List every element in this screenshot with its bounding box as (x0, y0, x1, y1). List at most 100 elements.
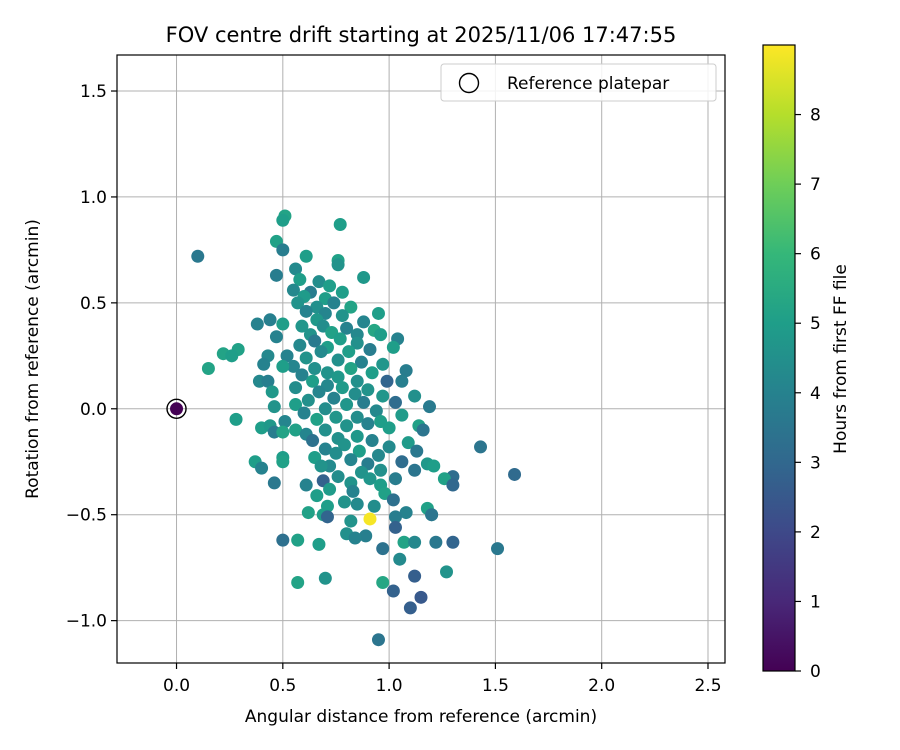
legend: Reference platepar (440, 63, 717, 102)
y-tick-label: 0.5 (80, 294, 107, 314)
data-point (320, 510, 334, 524)
x-axis-ticks: 0.0 0.5 1.0 1.5 2.0 2.5 (163, 663, 722, 696)
data-point (386, 493, 400, 507)
data-point (331, 258, 345, 272)
data-point (250, 317, 264, 331)
data-point (350, 429, 364, 443)
data-point (297, 406, 311, 420)
data-point (348, 387, 362, 401)
data-point (371, 633, 385, 647)
data-point (267, 400, 281, 414)
y-tick-label: 1.5 (80, 82, 107, 102)
data-point (318, 423, 332, 437)
data-point (327, 391, 341, 405)
data-point (308, 334, 322, 348)
data-point (376, 389, 390, 403)
data-point (410, 444, 424, 458)
data-point (337, 438, 351, 452)
data-point (340, 321, 354, 335)
colorbar: 0 1 2 3 4 5 6 7 8 Hours from first FF file (762, 44, 851, 682)
data-point (446, 478, 460, 492)
colorbar-tick-label: 0 (810, 662, 821, 682)
data-point (416, 423, 430, 437)
data-point (289, 262, 303, 276)
data-point (310, 412, 324, 426)
y-axis-ticks: −1.0 −0.5 0.0 0.5 1.0 1.5 (66, 82, 117, 632)
data-point (331, 470, 345, 484)
legend-entry-reference-platepar: Reference platepar (507, 74, 669, 94)
legend-box (440, 63, 717, 102)
data-point (388, 520, 402, 534)
data-point (280, 349, 294, 363)
data-point (269, 268, 283, 282)
reference-point (170, 402, 184, 416)
data-point (365, 434, 379, 448)
data-point (261, 374, 275, 388)
data-point (286, 283, 300, 297)
scatter-points (191, 209, 522, 647)
data-point (314, 459, 328, 473)
data-point (337, 495, 351, 509)
x-tick-label: 1.0 (376, 676, 403, 696)
data-point (427, 459, 441, 473)
colorbar-gradient (762, 44, 796, 672)
data-point (318, 442, 332, 456)
x-tick-label: 2.0 (588, 676, 615, 696)
data-point (376, 542, 390, 556)
data-point (376, 575, 390, 589)
data-point (376, 357, 390, 371)
grid (117, 55, 725, 663)
data-point (429, 535, 443, 549)
data-point (331, 370, 345, 384)
data-point (335, 309, 349, 323)
data-point (312, 385, 326, 399)
data-point (491, 542, 505, 556)
data-point (295, 368, 309, 382)
reference-ring (166, 398, 187, 419)
data-point (329, 446, 343, 460)
data-point (331, 353, 345, 367)
data-point (310, 489, 324, 503)
data-point (440, 565, 454, 579)
data-point (320, 366, 334, 380)
data-point (229, 412, 243, 426)
data-point (388, 510, 402, 524)
data-point (446, 535, 460, 549)
chart-title: FOV centre drift starting at 2025/11/06 … (166, 23, 677, 47)
data-point (308, 362, 322, 376)
colorbar-tick-label: 4 (810, 384, 821, 404)
y-tick-label: 1.0 (80, 188, 107, 208)
data-point (312, 537, 326, 551)
data-point (201, 362, 215, 376)
data-point (399, 506, 413, 520)
data-point (414, 590, 428, 604)
data-point (225, 349, 239, 363)
data-point (371, 448, 385, 462)
data-point (508, 467, 522, 481)
data-point (369, 404, 383, 418)
data-point (278, 414, 292, 428)
data-point (312, 275, 326, 289)
data-point (333, 217, 347, 231)
data-point (382, 421, 396, 435)
data-point (350, 336, 364, 350)
colorbar-tick-label: 8 (810, 106, 821, 126)
data-point (399, 364, 413, 378)
colorbar-tick-label: 1 (810, 592, 821, 612)
legend-marker (458, 72, 480, 94)
colorbar-ticks: 0 1 2 3 4 5 6 7 8 (795, 106, 821, 682)
data-point (265, 385, 279, 399)
data-point (255, 461, 269, 475)
data-point (423, 400, 437, 414)
data-point (393, 552, 407, 566)
data-point (340, 398, 354, 412)
y-tick-label: −0.5 (66, 506, 107, 526)
x-tick-label: 0.5 (269, 676, 296, 696)
x-tick-label: 0.0 (163, 676, 190, 696)
data-point (276, 425, 290, 439)
data-point (318, 402, 332, 416)
data-point (408, 389, 422, 403)
colorbar-tick-label: 2 (810, 523, 821, 543)
data-point (401, 436, 415, 450)
